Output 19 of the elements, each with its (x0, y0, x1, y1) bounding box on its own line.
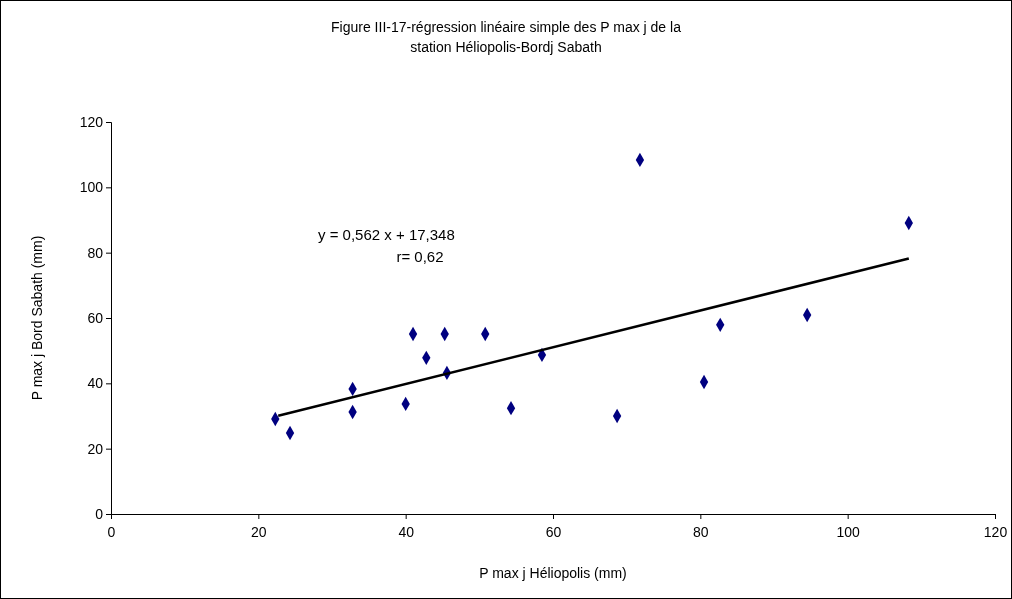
chart-title: Figure III-17-régression linéaire simple des P max j de la station Héliopolis-Bordj Sabath (331, 19, 682, 55)
x-tick-label: 120 (983, 524, 1008, 541)
y-tick-label: 40 (87, 375, 104, 392)
y-axis-title: P max j Bord Sabath (mm) (29, 235, 45, 401)
x-tick-label: 0 (107, 524, 116, 541)
annotation: y = 0,562 x + 17,348 (318, 226, 455, 243)
y-tick-label: 0 (95, 505, 104, 522)
x-tick-label: 20 (251, 524, 267, 541)
x-tick-label: 40 (398, 524, 415, 541)
y-tick-label: 120 (79, 113, 104, 130)
y-tick-label: 20 (87, 440, 104, 457)
x-tick-label: 60 (545, 524, 562, 541)
annotation: r= 0,62 (396, 248, 444, 265)
y-tick-label: 100 (79, 179, 104, 196)
x-tick-label: 100 (836, 524, 861, 541)
x-tick-label: 80 (693, 524, 709, 541)
y-tick-label: 60 (87, 309, 104, 326)
y-tick-label: 80 (87, 244, 104, 261)
x-axis-title: P max j Héliopolis (mm) (479, 565, 627, 581)
